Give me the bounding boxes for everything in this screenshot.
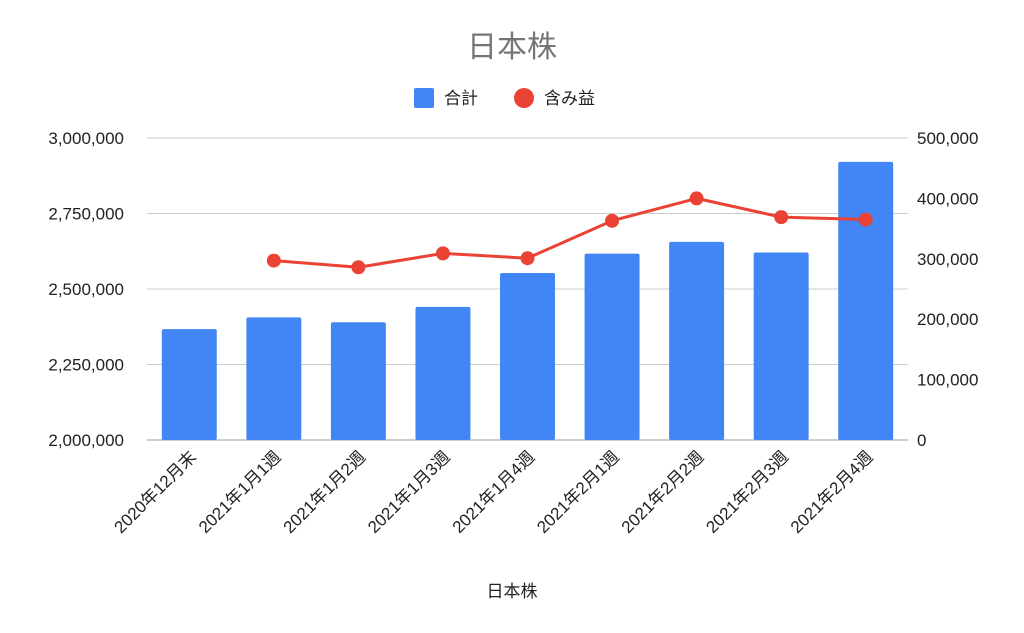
left-axis-ticks: 2,000,000 2,250,000 2,500,000 2,750,000 3,00… [48,129,124,450]
point [520,251,535,266]
bar [330,322,386,440]
x-axis-tick-label: 2020年12月末 [110,447,200,537]
point [689,191,704,206]
bar [161,329,217,440]
x-axis-tick-label: 2021年1月2週 [280,447,370,537]
bar [415,306,471,440]
legend-label-unrealized: 含み益 [544,89,595,108]
right-axis-tick-label: 300,000 [917,250,978,269]
left-axis-tick-label: 2,250,000 [48,356,124,375]
x-axis-tick-label: 2021年2月1週 [533,447,623,537]
bar [246,317,302,440]
right-axis-ticks: 0 100,000 200,000 300,000 400,000 500,000 [917,129,978,450]
point [774,210,789,225]
left-axis-tick-label: 2,000,000 [48,431,124,450]
legend-label-total: 合計 [444,89,478,108]
right-axis-tick-label: 100,000 [917,371,978,390]
bar-series-total [161,161,894,440]
x-axis-tick-label: 2021年2月3週 [702,447,792,537]
left-axis-tick-label: 2,500,000 [48,280,124,299]
point [266,253,281,268]
legend-swatch-unrealized [514,88,534,108]
point [858,212,873,227]
x-axis-tick-label: 2021年1月1週 [195,447,285,537]
legend: 合計 含み益 [414,88,595,108]
x-axis-tick-label: 2021年2月2週 [618,447,708,537]
x-axis-ticks: 2020年12月末2021年1月1週2021年1月2週2021年1月3週2021… [110,447,876,537]
bar [500,272,555,440]
x-axis-tick-label: 2021年1月3週 [364,447,454,537]
series-line [273,196,866,269]
x-axis-tick-label: 2021年2月4週 [787,447,877,537]
bar [838,161,894,440]
right-axis-tick-label: 0 [917,431,926,450]
line-series-unrealized [266,191,873,275]
left-axis-tick-label: 3,000,000 [48,129,124,148]
point [351,260,366,275]
x-axis-title: 日本株 [487,582,538,601]
chart-title: 日本株 [467,31,557,64]
x-axis-tick-label: 2021年1月4週 [449,447,539,537]
point [605,213,620,228]
right-axis-tick-label: 200,000 [917,310,978,329]
point [435,246,450,261]
right-axis-tick-label: 400,000 [917,189,978,208]
bar [584,253,640,440]
legend-swatch-total [414,88,434,108]
right-axis-tick-label: 500,000 [917,129,978,148]
left-axis-tick-label: 2,750,000 [48,205,124,224]
bar [753,252,809,440]
bar [669,241,725,440]
